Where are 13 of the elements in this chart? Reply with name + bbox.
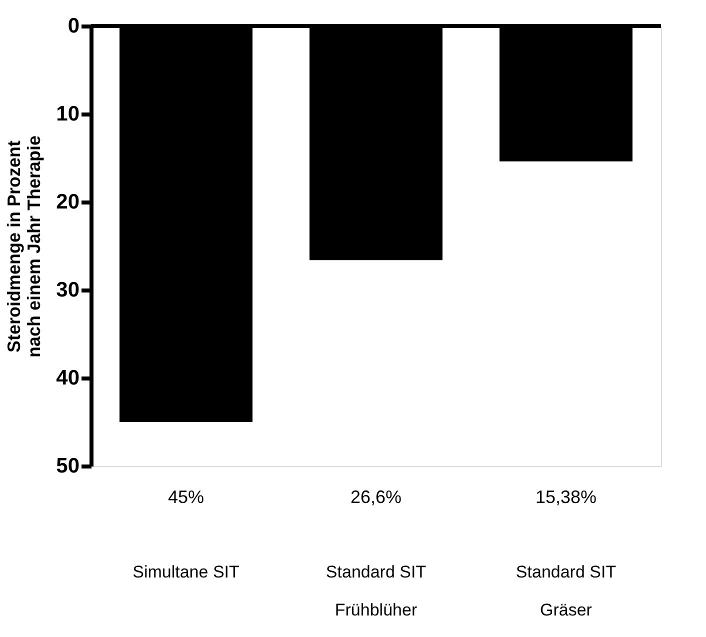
y-tick-label: 10 [56, 102, 80, 126]
data-label: 26,6% [350, 487, 402, 507]
x-tick-label: Standard SIT Frühblüher [326, 562, 426, 620]
y-tick-label: 30 [56, 278, 80, 302]
y-axis-title: Steroidmenge in Prozent nach einem Jahr Therapie [4, 135, 44, 358]
y-tick-label: 50 [56, 454, 80, 478]
data-label: 45% [168, 487, 204, 507]
y-tick-label: 20 [56, 190, 80, 214]
x-tick-label: Simultane SIT [132, 562, 240, 582]
x-tick-label: Standard SIT Gräser [516, 562, 616, 620]
data-label: 15,38% [535, 487, 597, 507]
y-tick-label: 0 [68, 14, 80, 38]
y-tick-label: 40 [56, 366, 80, 390]
